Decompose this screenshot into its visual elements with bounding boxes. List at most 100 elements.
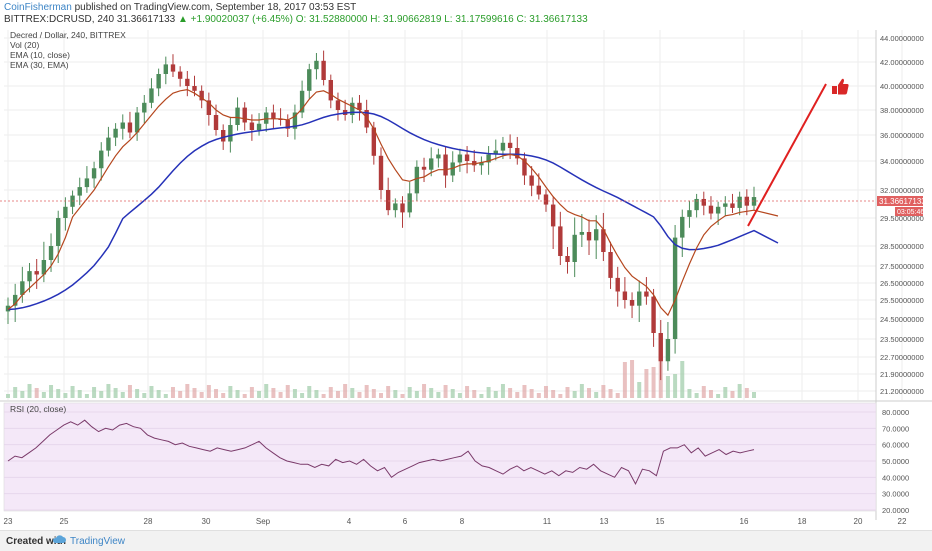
volume-bar — [651, 367, 656, 398]
volume-bar — [694, 393, 699, 398]
volume-bar — [450, 389, 455, 398]
candle-body — [113, 128, 118, 138]
tradingview-cloud-icon — [52, 535, 66, 543]
price-tick-label: 34.00000000 — [880, 157, 924, 166]
candle-body — [522, 158, 527, 176]
volume-bar — [486, 387, 491, 398]
volume-bar — [493, 391, 498, 398]
volume-bar — [457, 393, 462, 398]
candle-body — [751, 197, 757, 206]
time-tick-label: 18 — [798, 517, 807, 526]
volume-bar — [70, 386, 75, 398]
volume-bar — [379, 393, 383, 398]
time-tick-label: 16 — [740, 517, 749, 526]
volume-bar — [622, 362, 627, 398]
footer-bar: Created with TradingView — [0, 530, 932, 551]
candle-body — [414, 166, 420, 194]
volume-bar — [708, 390, 713, 398]
candle-body — [364, 110, 369, 128]
rsi-tick-label: 30.0000 — [882, 490, 909, 499]
volume-bar — [565, 387, 570, 398]
ema10-line — [7, 88, 779, 317]
price-tick-label: 40.00000000 — [880, 82, 924, 91]
volume-bar — [6, 394, 10, 398]
author-link[interactable]: CoinFisherman — [4, 2, 72, 13]
volume-bar — [630, 360, 635, 398]
candle-body — [687, 210, 692, 217]
volume-bar — [407, 387, 412, 398]
candle-body — [149, 88, 154, 103]
tradingview-brand[interactable]: TradingView — [70, 536, 126, 547]
volume-bar — [436, 392, 441, 398]
volume-bar — [278, 392, 283, 398]
volume-bar — [170, 387, 175, 398]
volume-bar — [400, 394, 405, 398]
candle-body — [450, 162, 455, 176]
volume-bar — [687, 389, 692, 398]
candle-body — [457, 154, 463, 163]
candle-body — [48, 246, 54, 260]
volume-bar — [335, 391, 340, 398]
volume-bar — [500, 384, 505, 398]
created-with-label: Created with — [6, 536, 67, 547]
volume-bar — [744, 388, 749, 398]
volume-bar — [228, 386, 233, 398]
volume-bar — [665, 376, 670, 398]
volume-bar — [257, 391, 262, 398]
candle-body — [701, 198, 706, 206]
volume-bar — [673, 374, 678, 398]
candle-body — [213, 115, 219, 130]
candle-body — [464, 154, 470, 161]
rsi-line — [7, 419, 755, 486]
candle-body — [586, 232, 592, 241]
candle-body — [637, 291, 642, 306]
candle-body — [400, 203, 405, 213]
volume-bars — [6, 354, 756, 398]
candle-body — [708, 205, 714, 214]
candle-body — [715, 206, 721, 214]
ema30-line — [7, 111, 779, 311]
volume-bar — [386, 386, 391, 398]
candle-body — [199, 90, 204, 101]
volume-bar — [106, 384, 111, 398]
candle-body — [34, 271, 39, 275]
price-label-badge: 31.36617133 — [877, 196, 926, 206]
rsi-tick-label: 60.0000 — [882, 441, 909, 450]
time-tick-label: 4 — [347, 517, 352, 526]
chart-canvas: 44.00000000 42.00000000 40.00000000 38.0000… — [0, 30, 932, 526]
candle-body — [357, 102, 362, 110]
volume-bar — [127, 385, 132, 398]
volume-bar — [214, 389, 219, 398]
volume-bar — [443, 385, 448, 398]
volume-bar — [314, 390, 319, 398]
candle-body — [177, 71, 183, 79]
volume-bar — [156, 390, 161, 398]
ohlc-values: O: 31.52880000 H: 31.90662819 L: 31.1759… — [295, 14, 588, 25]
price-tick-label: 36.00000000 — [880, 131, 924, 140]
candle-body — [536, 185, 542, 195]
volume-bar — [192, 388, 197, 398]
time-tick-label: 30 — [202, 517, 211, 526]
volume-bar — [307, 386, 312, 398]
candle-body — [479, 162, 484, 166]
price-tick-label: 29.50000000 — [880, 214, 924, 223]
candle-body — [680, 216, 685, 238]
candle-body — [593, 229, 599, 241]
volume-bar — [644, 369, 649, 398]
svg-text:31.36617133: 31.36617133 — [879, 197, 926, 206]
candle-body — [192, 86, 197, 91]
volume-bar — [350, 388, 355, 398]
volume-bar — [701, 386, 706, 398]
volume-bar — [199, 392, 204, 398]
rsi-legend: RSI (20, close) — [10, 404, 67, 414]
price-tick-label: 28.50000000 — [880, 242, 924, 251]
volume-bar — [515, 392, 520, 398]
candle-body — [235, 107, 240, 125]
volume-bar — [321, 394, 326, 398]
volume-bar — [178, 391, 183, 398]
volume-bar — [723, 387, 728, 398]
volume-bar — [422, 384, 427, 398]
rsi-tick-label: 70.0000 — [882, 424, 909, 433]
volume-bar — [206, 385, 211, 398]
candle-body — [264, 112, 269, 124]
